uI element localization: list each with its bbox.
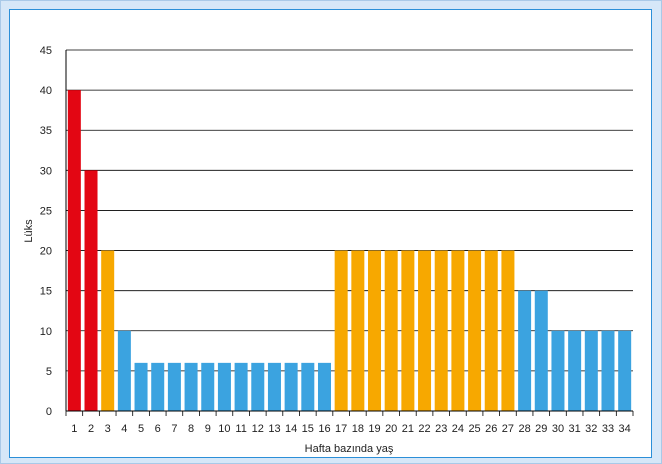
x-tick-label: 16	[318, 423, 330, 435]
bar-28	[518, 290, 532, 411]
x-tick-label: 34	[619, 423, 631, 435]
bar-30	[551, 330, 565, 411]
x-tick-label: 30	[552, 423, 564, 435]
x-tick-label: 25	[468, 423, 480, 435]
y-tick-labels: 0 5 10 15 20 25 30 35 40 45	[40, 45, 52, 418]
y-tick-label: 45	[40, 45, 52, 57]
x-tick-label: 10	[218, 423, 230, 435]
bar-13	[267, 362, 281, 411]
bar-5	[134, 362, 148, 411]
bar-22	[418, 250, 432, 411]
x-tick-label: 22	[418, 423, 430, 435]
bar-34	[618, 330, 632, 411]
x-tick-label: 15	[302, 423, 314, 435]
y-tick-label: 35	[40, 125, 52, 137]
x-tick-label: 5	[138, 423, 144, 435]
x-tick-label: 29	[535, 423, 547, 435]
x-tick-label: 31	[569, 423, 581, 435]
bar-24	[451, 250, 465, 411]
bar-12	[251, 362, 265, 411]
bar-9	[201, 362, 215, 411]
x-tick-label: 4	[121, 423, 127, 435]
bar-19	[368, 250, 382, 411]
y-tick-label: 15	[40, 286, 52, 298]
bar-6	[151, 362, 165, 411]
x-tick-label: 21	[402, 423, 414, 435]
bar-27	[501, 250, 515, 411]
bars	[67, 90, 632, 411]
x-tick-label: 13	[268, 423, 280, 435]
bar-15	[301, 362, 315, 411]
bar-31	[568, 330, 582, 411]
bar-32	[584, 330, 598, 411]
x-tick-label: 27	[502, 423, 514, 435]
bar-18	[351, 250, 365, 411]
bar-25	[468, 250, 482, 411]
x-tick-label: 19	[368, 423, 380, 435]
y-tick-label: 40	[40, 85, 52, 97]
x-tick-label: 3	[105, 423, 111, 435]
y-tick-label: 5	[46, 366, 52, 378]
x-tick-label: 24	[452, 423, 464, 435]
x-tick-label: 28	[518, 423, 530, 435]
y-tick-label: 20	[40, 246, 52, 258]
y-tick-label: 30	[40, 165, 52, 177]
x-tick-label: 12	[252, 423, 264, 435]
x-tick-labels: 1 2 3 4 5 6 7 8 9 10 11 12 13 14 15 16 17 18 19 20 21 22 23 24 2…	[71, 423, 631, 435]
bar-14	[284, 362, 298, 411]
x-tick-label: 8	[188, 423, 194, 435]
x-tick-label: 23	[435, 423, 447, 435]
x-tick-label: 11	[235, 423, 246, 435]
x-tick-label: 32	[585, 423, 597, 435]
bar-10	[217, 362, 231, 411]
bar-20	[384, 250, 398, 411]
bar-23	[434, 250, 448, 411]
x-tick-label: 26	[485, 423, 497, 435]
x-tick-label: 7	[171, 423, 177, 435]
x-axis-label: Hafta bazında yaş	[305, 443, 394, 455]
x-tick-label: 17	[335, 423, 347, 435]
x-tick-label: 1	[71, 423, 77, 435]
bar-2	[84, 170, 98, 411]
y-axis-label: Lüks	[23, 219, 35, 243]
bar-26	[484, 250, 498, 411]
x-tick-label: 14	[285, 423, 297, 435]
gridlines	[66, 49, 633, 372]
x-tick-label: 20	[385, 423, 397, 435]
x-tick-label: 33	[602, 423, 614, 435]
x-tick-label: 9	[205, 423, 211, 435]
y-tick-label: 10	[40, 326, 52, 338]
bar-29	[534, 290, 548, 411]
bar-33	[601, 330, 615, 411]
bar-7	[167, 362, 181, 411]
bar-8	[184, 362, 198, 411]
axes	[65, 50, 634, 416]
x-tick-label: 18	[352, 423, 364, 435]
bar-1	[67, 90, 81, 411]
bar-21	[401, 250, 415, 411]
bar-17	[334, 250, 348, 411]
bar-3	[101, 250, 115, 411]
x-tick-label: 2	[88, 423, 94, 435]
x-tick-label: 6	[155, 423, 161, 435]
y-tick-label: 25	[40, 205, 52, 217]
bar-4	[117, 330, 131, 411]
bar-16	[317, 362, 331, 411]
bar-11	[234, 362, 248, 411]
y-tick-label: 0	[46, 406, 52, 418]
